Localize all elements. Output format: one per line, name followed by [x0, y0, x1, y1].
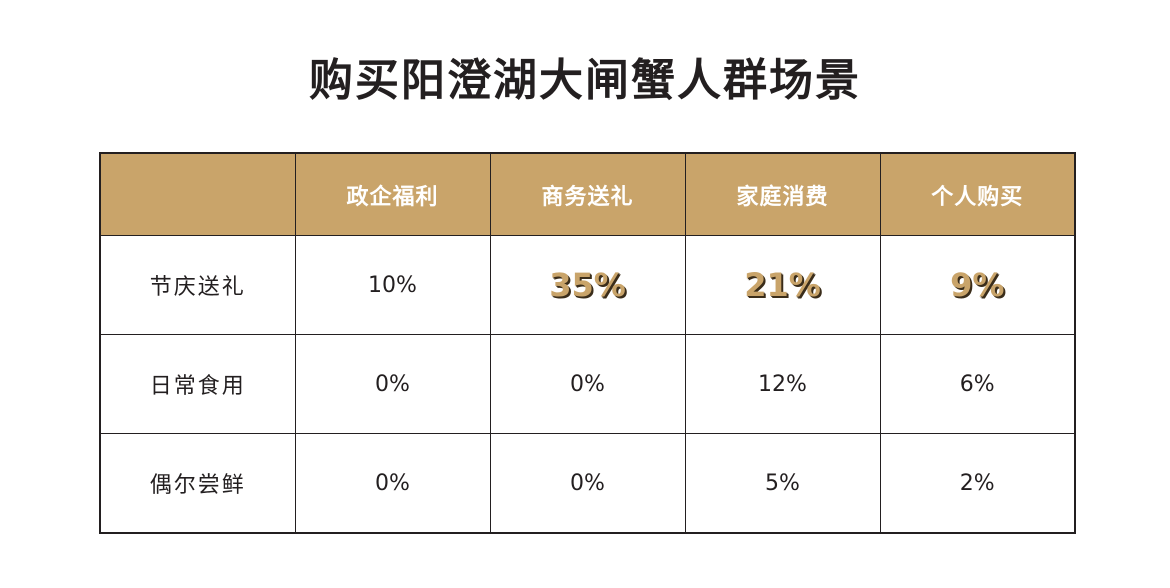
row-label-festival-gift: 节庆送礼 [99, 235, 296, 335]
header-cell-family-consumption: 家庭消费 [684, 152, 881, 236]
table-cell: 2% [879, 433, 1076, 534]
row-label-daily-eating: 日常食用 [99, 334, 296, 434]
page-title: 购买阳澄湖大闸蟹人群场景 [309, 55, 861, 106]
header-cell-personal-purchase: 个人购买 [879, 152, 1076, 236]
table-cell: 0% [294, 334, 491, 434]
table-cell: 5% [684, 433, 881, 534]
table-row: 日常食用 0% 0% 12% 6% [99, 334, 1076, 434]
table-row: 偶尔尝鲜 0% 0% 5% 2% [99, 433, 1076, 534]
table-cell: 6% [879, 334, 1076, 434]
table-cell: 21% [684, 235, 881, 335]
row-label-occasional-taste: 偶尔尝鲜 [99, 433, 296, 534]
table-cell: 12% [684, 334, 881, 434]
table-cell: 0% [294, 433, 491, 534]
table-cell: 0% [489, 433, 686, 534]
table-cell: 9% [879, 235, 1076, 335]
header-cell-business-gift: 商务送礼 [489, 152, 686, 236]
table-header-row: 政企福利 商务送礼 家庭消费 个人购买 [99, 152, 1076, 236]
header-cell-corner [99, 152, 296, 236]
table-cell: 0% [489, 334, 686, 434]
header-cell-government-welfare: 政企福利 [294, 152, 491, 236]
table-row: 节庆送礼 10% 35% 21% 9% [99, 235, 1076, 335]
table-cell: 35% [489, 235, 686, 335]
table-cell: 10% [294, 235, 491, 335]
scenario-table: 政企福利 商务送礼 家庭消费 个人购买 节庆送礼 10% 35% 21% 9% … [99, 152, 1076, 534]
